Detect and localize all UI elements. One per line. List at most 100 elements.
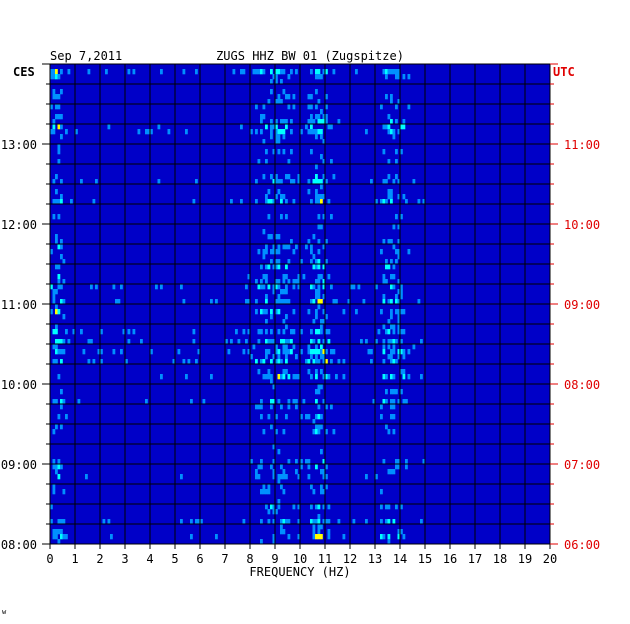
heatmap-cell — [317, 264, 321, 270]
heatmap-cell — [390, 274, 393, 280]
heatmap-cell — [395, 104, 398, 110]
heatmap-cell — [132, 69, 136, 75]
heatmap-cell — [315, 89, 318, 95]
heatmap-cell — [280, 374, 283, 380]
heatmap-cell — [310, 129, 313, 135]
heatmap-cell — [317, 504, 321, 510]
heatmap-cell — [322, 284, 326, 290]
heatmap-cell — [275, 139, 278, 145]
heatmap-cell — [260, 519, 263, 525]
heatmap-cell — [55, 469, 58, 475]
heatmap-cell — [280, 529, 283, 535]
heatmap-cell — [325, 374, 328, 380]
heatmap-cell — [382, 374, 386, 380]
heatmap-cell — [265, 244, 268, 250]
heatmap-cell — [277, 349, 281, 355]
heatmap-cell — [265, 249, 268, 255]
heatmap-cell — [257, 249, 261, 255]
heatmap-cell — [390, 199, 393, 205]
heatmap-cell — [267, 339, 271, 345]
heatmap-cell — [197, 519, 201, 525]
heatmap-cell — [275, 134, 278, 140]
heatmap-cell — [327, 529, 331, 535]
heatmap-cell — [265, 489, 268, 495]
right-tick-label: 08:00 — [564, 378, 600, 392]
heatmap-cell — [270, 79, 273, 85]
heatmap-cell — [317, 289, 321, 295]
heatmap-cell — [387, 344, 391, 350]
heatmap-cell — [105, 69, 108, 75]
heatmap-cell — [275, 174, 278, 180]
heatmap-cell — [392, 519, 396, 525]
heatmap-cell — [297, 474, 301, 480]
heatmap-cell — [397, 399, 401, 405]
heatmap-cell — [420, 374, 423, 380]
heatmap-cell — [327, 534, 331, 540]
heatmap-cell — [292, 374, 296, 380]
heatmap-cell — [392, 134, 396, 140]
heatmap-cell — [310, 199, 313, 205]
heatmap-cell — [260, 114, 263, 120]
heatmap-cell — [242, 329, 246, 335]
heatmap-cell — [390, 239, 393, 245]
heatmap-cell — [277, 244, 281, 250]
heatmap-cell — [260, 459, 263, 465]
left-tick-label: 12:00 — [1, 218, 37, 232]
heatmap-cell — [282, 329, 286, 335]
heatmap-cell — [395, 459, 398, 465]
heatmap-cell — [317, 284, 321, 290]
heatmap-cell — [240, 199, 243, 205]
heatmap-cell — [320, 109, 323, 115]
heatmap-cell — [255, 279, 258, 285]
heatmap-cell — [52, 534, 56, 540]
heatmap-cell — [65, 534, 68, 540]
heatmap-cell — [57, 144, 61, 150]
heatmap-cell — [312, 489, 316, 495]
heatmap-cell — [62, 259, 66, 265]
heatmap-cell — [290, 239, 293, 245]
heatmap-cell — [272, 444, 276, 450]
heatmap-cell — [62, 339, 66, 345]
heatmap-cell — [192, 329, 196, 335]
heatmap-cell — [382, 534, 386, 540]
heatmap-cell — [325, 484, 328, 490]
heatmap-cell — [337, 359, 341, 365]
heatmap-cell — [62, 349, 66, 355]
heatmap-cell — [267, 369, 271, 375]
heatmap-cell — [122, 329, 126, 335]
heatmap-cell — [275, 414, 278, 420]
heatmap-cell — [55, 234, 58, 240]
heatmap-cell — [265, 299, 268, 305]
heatmap-cell — [272, 519, 276, 525]
heatmap-cell — [285, 264, 288, 270]
heatmap-cell — [322, 339, 326, 345]
heatmap-cell — [277, 139, 281, 145]
heatmap-cell — [280, 474, 283, 480]
x-tick-label: 10 — [293, 552, 307, 566]
heatmap-cell — [52, 89, 56, 95]
heatmap-cell — [67, 69, 71, 75]
heatmap-cell — [285, 349, 288, 355]
heatmap-cell — [272, 289, 276, 295]
heatmap-cell — [315, 164, 318, 170]
heatmap-cell — [385, 374, 388, 380]
heatmap-cell — [390, 349, 393, 355]
heatmap-cell — [230, 199, 233, 205]
heatmap-cell — [292, 309, 296, 315]
heatmap-cell — [57, 414, 61, 420]
heatmap-cell — [392, 244, 396, 250]
heatmap-cell — [57, 274, 61, 280]
heatmap-cell — [265, 309, 268, 315]
heatmap-cell — [282, 349, 286, 355]
heatmap-cell — [270, 504, 273, 510]
heatmap-cell — [387, 354, 391, 360]
heatmap-cell — [57, 214, 61, 220]
heatmap-cell — [270, 339, 273, 345]
heatmap-cell — [262, 309, 266, 315]
heatmap-cell — [307, 94, 311, 100]
heatmap-cell — [390, 359, 393, 365]
heatmap-cell — [310, 284, 313, 290]
heatmap-cell — [382, 69, 386, 75]
heatmap-cell — [272, 339, 276, 345]
heatmap-cell — [210, 299, 213, 305]
